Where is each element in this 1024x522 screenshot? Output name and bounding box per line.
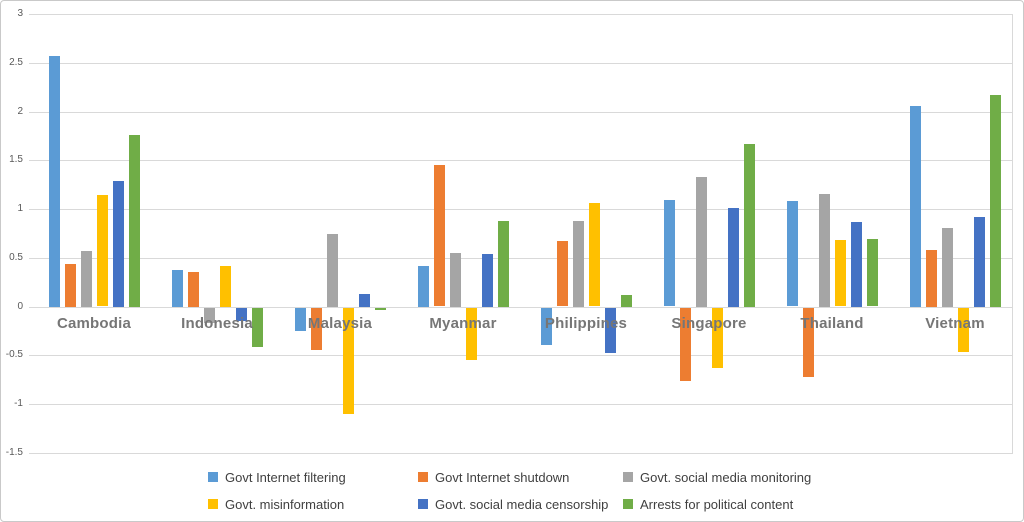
bar-myanmar-s1 bbox=[434, 165, 445, 306]
y-tick-label: -1.5 bbox=[5, 447, 23, 458]
bar-cambodia-s4 bbox=[113, 181, 124, 307]
gridline bbox=[29, 160, 1013, 161]
bar-myanmar-s2 bbox=[450, 253, 461, 307]
y-tick-label: 0 bbox=[17, 301, 23, 312]
bar-philippines-s1 bbox=[557, 241, 568, 306]
bar-philippines-s3 bbox=[589, 203, 600, 306]
legend-item: Govt. social media monitoring bbox=[623, 469, 812, 485]
bar-vietnam-s3 bbox=[958, 308, 969, 352]
legend-item: Govt Internet filtering bbox=[208, 469, 346, 485]
y-tick-label: -0.5 bbox=[5, 349, 23, 360]
y-tick-label: 0.5 bbox=[9, 252, 23, 263]
legend-swatch bbox=[623, 472, 633, 482]
bar-vietnam-s2 bbox=[942, 228, 953, 307]
bar-indonesia-s3 bbox=[220, 266, 231, 307]
bar-cambodia-s1 bbox=[65, 264, 76, 307]
bar-cambodia-s5 bbox=[129, 135, 140, 307]
bar-malaysia-s4 bbox=[359, 294, 370, 307]
gridline bbox=[29, 209, 1013, 210]
legend-swatch bbox=[623, 499, 633, 509]
bar-indonesia-s1 bbox=[188, 272, 199, 307]
bar-cambodia-s2 bbox=[81, 251, 92, 307]
plot-right-border bbox=[1012, 14, 1013, 453]
bar-thailand-s3 bbox=[835, 240, 846, 306]
bar-malaysia-s5 bbox=[375, 308, 386, 310]
gridline bbox=[29, 404, 1013, 405]
plot-area: Cambodia Indonesia Malaysia Myanmar Philippi… bbox=[29, 14, 1013, 454]
bar-thailand-s5 bbox=[867, 239, 878, 306]
category-label: Malaysia bbox=[307, 315, 373, 332]
legend-swatch bbox=[418, 472, 428, 482]
bar-myanmar-s4 bbox=[482, 254, 493, 307]
legend-label: Govt Internet shutdown bbox=[435, 469, 570, 485]
category-label: Indonesia bbox=[181, 315, 253, 332]
bar-indonesia-s2 bbox=[204, 308, 215, 323]
y-tick-label: 2.5 bbox=[9, 57, 23, 68]
bar-indonesia-s5 bbox=[252, 308, 263, 347]
legend-swatch bbox=[208, 472, 218, 482]
bar-myanmar-s5 bbox=[498, 221, 509, 307]
legend-swatch bbox=[418, 499, 428, 509]
bar-malaysia-s0 bbox=[295, 308, 306, 331]
category-label: Cambodia bbox=[56, 315, 132, 332]
gridline bbox=[29, 307, 1013, 308]
bar-indonesia-s4 bbox=[236, 308, 247, 321]
y-tick-label: 2 bbox=[17, 106, 23, 117]
legend-label: Govt. social media monitoring bbox=[640, 469, 812, 485]
legend-item: Govt. misinformation bbox=[208, 496, 345, 512]
category-label: Vietnam bbox=[925, 315, 985, 332]
category-label: Thailand bbox=[800, 315, 864, 332]
bar-singapore-s2 bbox=[696, 177, 707, 307]
bar-myanmar-s3 bbox=[466, 308, 477, 360]
gridline bbox=[29, 63, 1013, 64]
y-tick-label: 1.5 bbox=[9, 154, 23, 165]
bar-malaysia-s1 bbox=[311, 308, 322, 350]
category-label: Myanmar bbox=[429, 315, 497, 332]
bar-singapore-s4 bbox=[728, 208, 739, 307]
bar-vietnam-s5 bbox=[990, 95, 1001, 307]
gridline bbox=[29, 112, 1013, 113]
gridline bbox=[29, 355, 1013, 356]
bar-vietnam-s0 bbox=[910, 106, 921, 307]
bar-singapore-s5 bbox=[744, 144, 755, 307]
bar-philippines-s4 bbox=[605, 308, 616, 353]
bar-thailand-s0 bbox=[787, 201, 798, 306]
legend-item: Govt Internet shutdown bbox=[418, 469, 570, 485]
legend-label: Govt. misinformation bbox=[225, 496, 345, 512]
bar-malaysia-s3 bbox=[343, 308, 354, 414]
bar-myanmar-s0 bbox=[418, 266, 429, 307]
category-label: Philippines bbox=[544, 315, 628, 332]
y-tick-label: -1 bbox=[14, 398, 23, 409]
category-label: Singapore bbox=[671, 315, 747, 332]
bar-thailand-s1 bbox=[803, 308, 814, 377]
bar-singapore-s1 bbox=[680, 308, 691, 381]
bar-singapore-s0 bbox=[664, 200, 675, 306]
legend-label: Govt. social media censorship bbox=[435, 496, 609, 512]
gridline bbox=[29, 258, 1013, 259]
bar-vietnam-s4 bbox=[974, 217, 985, 307]
gridline bbox=[29, 14, 1013, 15]
legend-label: Govt Internet filtering bbox=[225, 469, 346, 485]
y-tick-label: 1 bbox=[17, 203, 23, 214]
legend-swatch bbox=[208, 499, 218, 509]
legend-item: Arrests for political content bbox=[623, 496, 794, 512]
bar-philippines-s0 bbox=[541, 308, 552, 345]
bar-cambodia-s0 bbox=[49, 56, 60, 307]
gridline bbox=[29, 453, 1013, 454]
bar-malaysia-s2 bbox=[327, 234, 338, 307]
y-tick-label: 3 bbox=[17, 8, 23, 19]
bar-thailand-s2 bbox=[819, 194, 830, 307]
bar-philippines-s2 bbox=[573, 221, 584, 307]
bar-singapore-s3 bbox=[712, 308, 723, 368]
legend-label: Arrests for political content bbox=[640, 496, 794, 512]
legend-item: Govt. social media censorship bbox=[418, 496, 609, 512]
bar-philippines-s5 bbox=[621, 295, 632, 307]
bar-indonesia-s0 bbox=[172, 270, 183, 307]
bar-cambodia-s3 bbox=[97, 195, 108, 306]
bar-vietnam-s1 bbox=[926, 250, 937, 307]
bar-thailand-s4 bbox=[851, 222, 862, 307]
